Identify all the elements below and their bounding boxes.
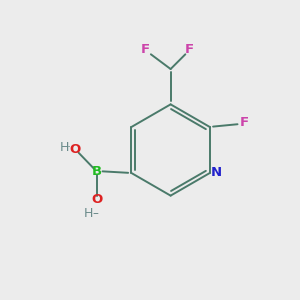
Text: ·: ·	[67, 141, 71, 154]
Text: F: F	[185, 44, 194, 56]
Text: H: H	[84, 207, 93, 220]
Text: N: N	[211, 166, 222, 179]
Text: H: H	[59, 141, 69, 154]
Text: F: F	[239, 116, 249, 129]
Text: –: –	[93, 207, 99, 220]
Text: F: F	[141, 44, 150, 56]
Text: O: O	[70, 143, 81, 156]
Text: B: B	[92, 165, 102, 178]
Text: O: O	[92, 193, 103, 206]
